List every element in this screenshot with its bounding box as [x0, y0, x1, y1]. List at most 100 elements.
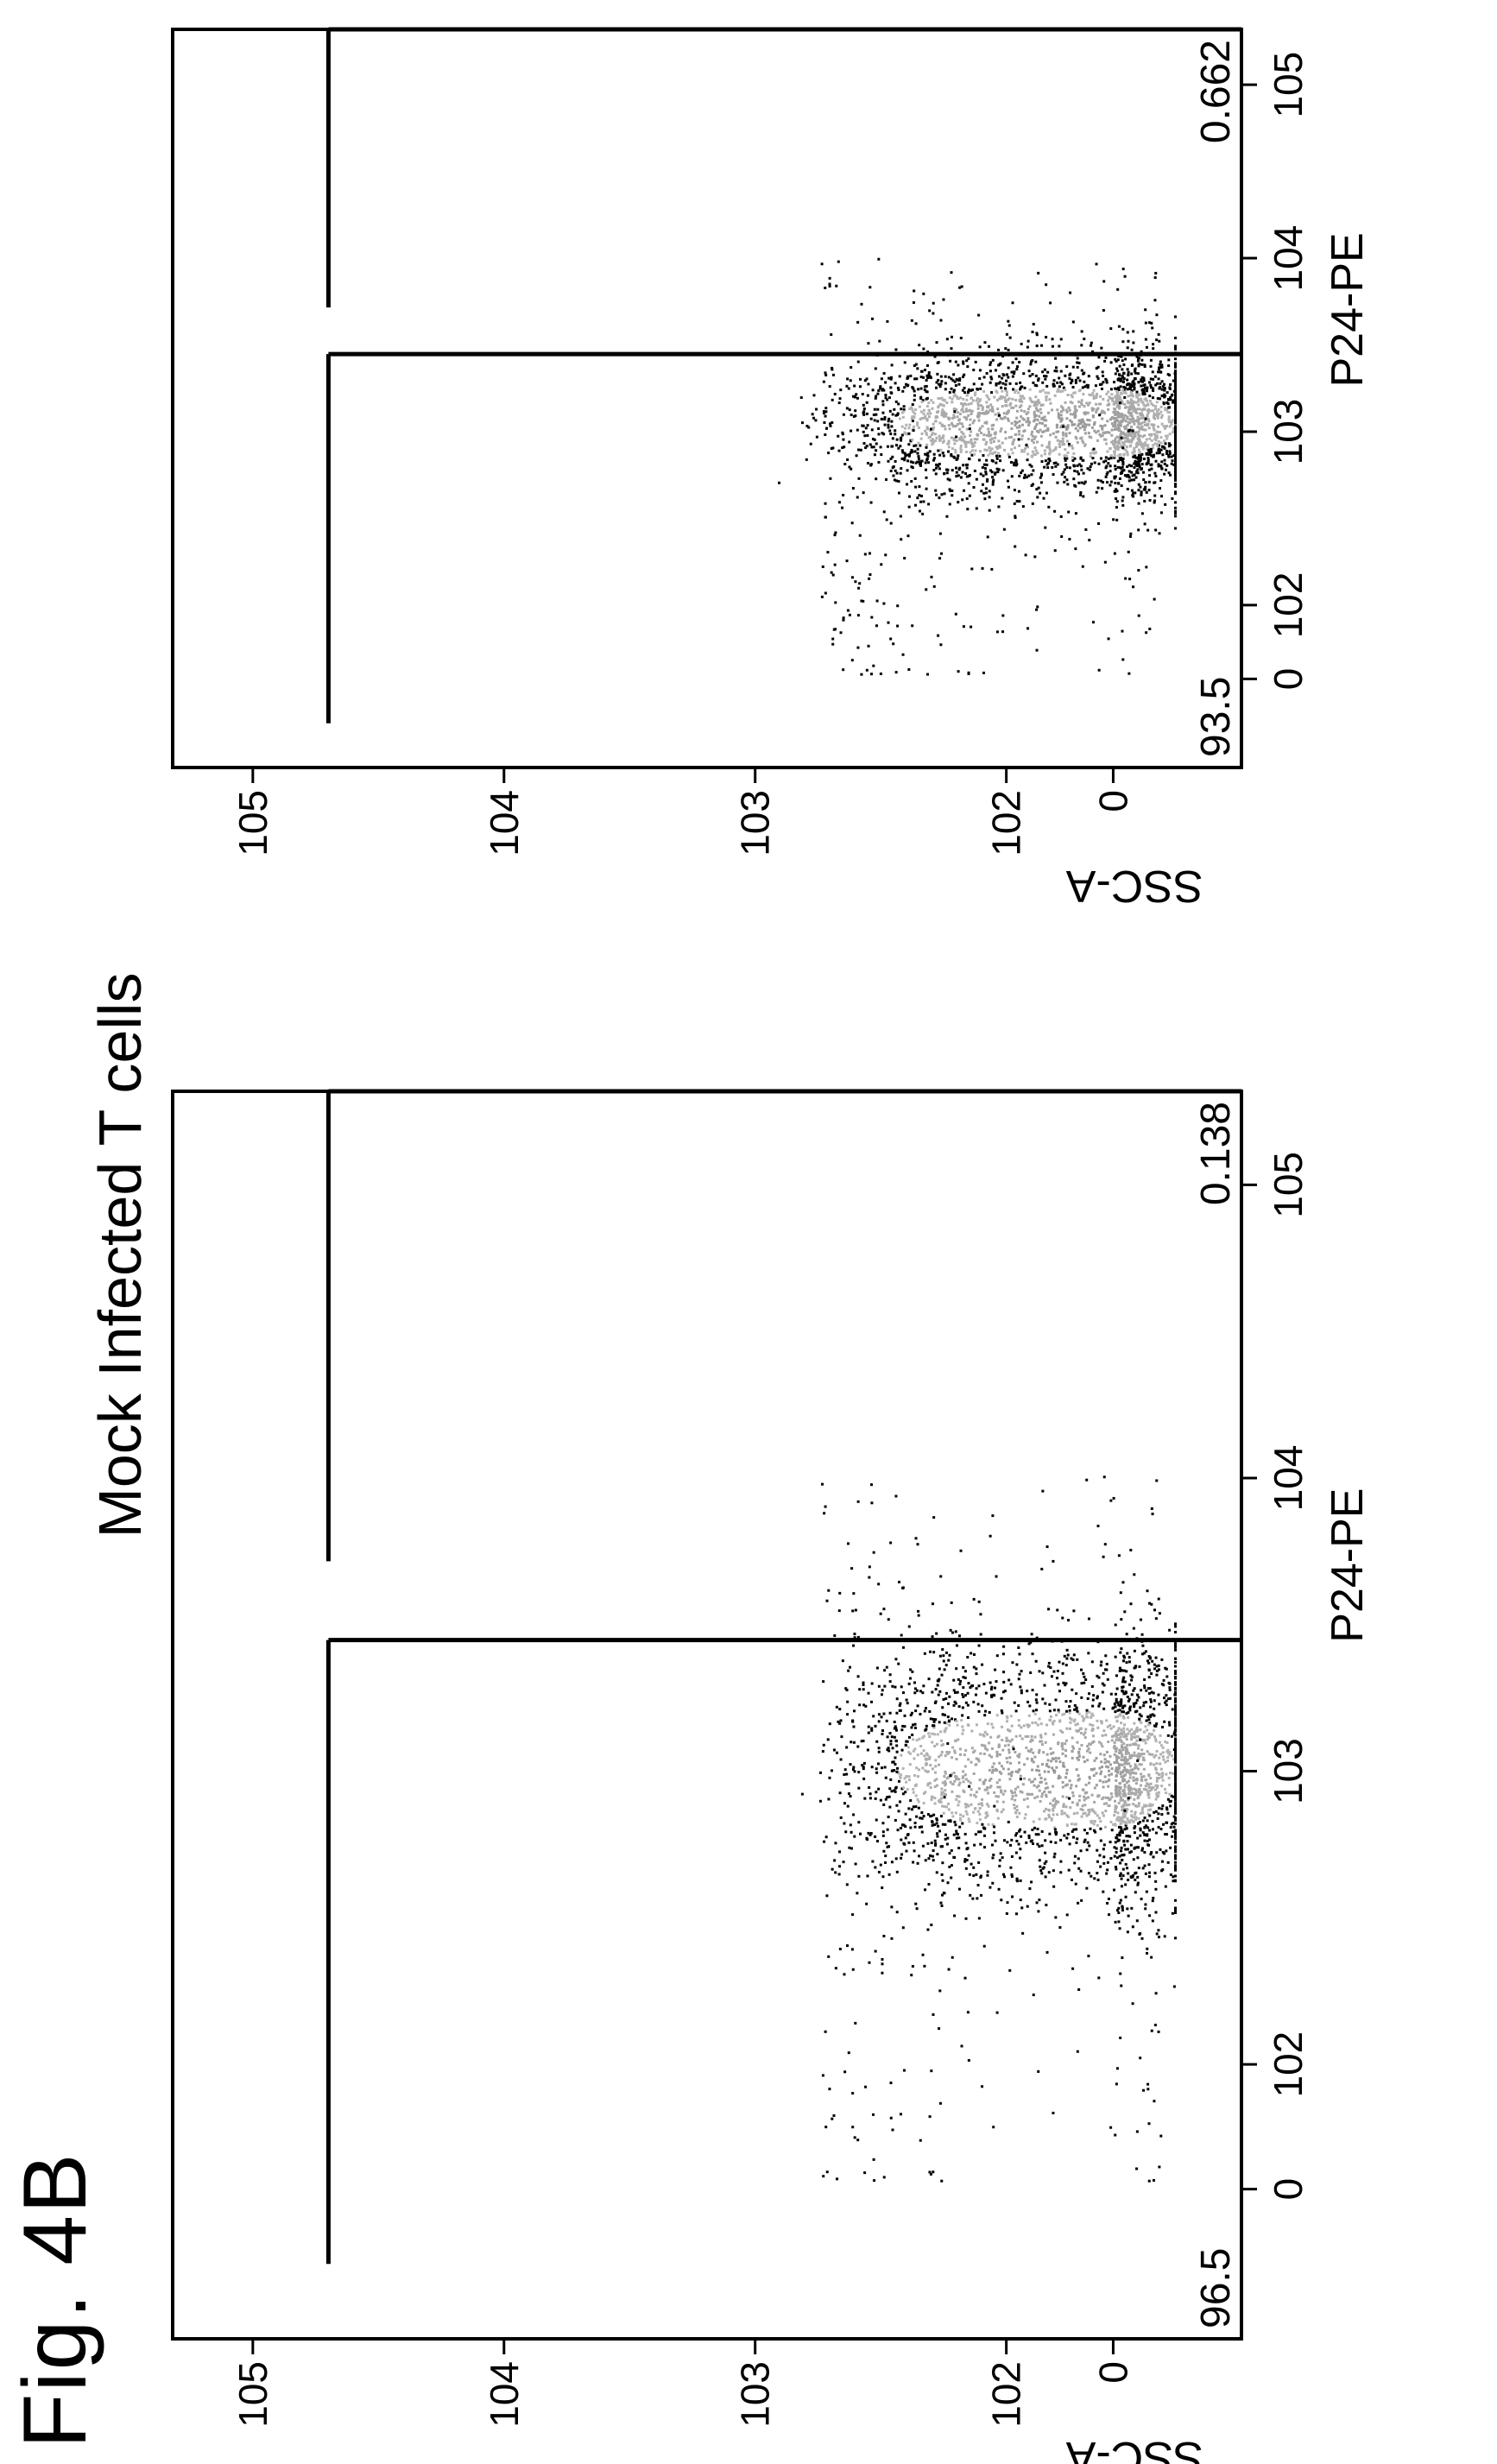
event-dot: [1136, 1767, 1140, 1771]
event-dot: [984, 487, 988, 490]
event-dot: [1153, 494, 1157, 497]
event-dot: [991, 1856, 995, 1860]
event-dot: [1075, 1841, 1078, 1844]
event-dot: [1126, 1695, 1129, 1698]
event-dot: [920, 1816, 924, 1820]
event-dot: [983, 1846, 987, 1849]
event-dot: [1174, 483, 1178, 486]
event-dot: [862, 1767, 865, 1771]
event-dot: [1159, 441, 1163, 445]
event-dot: [1144, 1650, 1147, 1653]
event-dot: [989, 441, 993, 445]
event-dot: [1122, 1840, 1126, 1843]
event-dot: [913, 1825, 917, 1829]
event-dot: [1174, 405, 1178, 408]
event-dot: [1142, 1739, 1146, 1742]
event-dot: [1015, 1832, 1019, 1835]
event-dot: [998, 1864, 1001, 1867]
event-dot: [1034, 1721, 1038, 1724]
event-dot: [821, 1750, 824, 1753]
event-dot: [914, 322, 918, 325]
event-dot: [1157, 377, 1160, 381]
event-dot: [1045, 1545, 1049, 1549]
event-dot: [1005, 404, 1008, 408]
event-dot: [1158, 1806, 1161, 1810]
event-dot: [961, 1732, 964, 1735]
event-dot: [1140, 1898, 1143, 1901]
event-dot: [989, 438, 992, 441]
event-dot: [1038, 1748, 1041, 1752]
event-dot: [959, 1549, 963, 1552]
event-dot: [939, 1575, 943, 1578]
event-dot: [963, 489, 966, 492]
event-dot: [957, 1634, 961, 1638]
event-dot: [1139, 1784, 1142, 1787]
event-dot: [1174, 1625, 1178, 1628]
event-dot: [937, 1693, 940, 1696]
event-dot: [1007, 376, 1010, 379]
event-dot: [888, 409, 892, 413]
event-dot: [1039, 390, 1042, 394]
event-dot: [1133, 1797, 1136, 1801]
event-dot: [1103, 1758, 1107, 1761]
event-dot: [957, 454, 960, 458]
event-dot: [1146, 403, 1150, 407]
event-dot: [869, 1483, 873, 1487]
event-dot: [1143, 1839, 1146, 1842]
event-dot: [1125, 1661, 1128, 1665]
event-dot: [829, 477, 832, 480]
event-dot: [940, 423, 944, 426]
event-dot: [1174, 1909, 1178, 1912]
event-dot: [895, 1770, 899, 1773]
event-dot: [1123, 1843, 1127, 1847]
event-dot: [849, 1823, 852, 1827]
event-dot: [1055, 1677, 1058, 1680]
event-dot: [856, 1892, 859, 1895]
event-dot: [1169, 382, 1172, 386]
event-dot: [1083, 413, 1087, 416]
event-dot: [1015, 426, 1019, 429]
event-dot: [1152, 377, 1155, 381]
event-dot: [1153, 471, 1157, 475]
event-dot: [845, 1772, 849, 1776]
event-dot: [1133, 1703, 1136, 1707]
event-dot: [1137, 502, 1140, 505]
event-dot: [984, 470, 988, 473]
event-dot: [1104, 459, 1108, 463]
event-dot: [1071, 444, 1074, 447]
event-dot: [1142, 1767, 1146, 1771]
event-dot: [929, 2172, 932, 2176]
event-dot: [1156, 425, 1159, 428]
event-dot: [877, 1870, 881, 1873]
event-dot: [900, 425, 904, 428]
event-dot: [1011, 361, 1014, 364]
event-dot: [981, 1804, 984, 1807]
event-dot: [1167, 1777, 1171, 1780]
event-dot: [913, 1747, 917, 1751]
event-dot: [1118, 1709, 1121, 1712]
event-dot: [977, 458, 981, 462]
event-dot: [972, 1652, 976, 1656]
event-dot: [927, 502, 931, 506]
event-dot: [1071, 385, 1075, 389]
event-dot: [1124, 1811, 1127, 1815]
event-dot: [913, 1773, 917, 1777]
event-dot: [1002, 448, 1006, 452]
event-dot: [979, 1752, 982, 1755]
event-dot: [1174, 1906, 1178, 1910]
event-dot: [1029, 1840, 1033, 1843]
event-dot: [988, 446, 991, 450]
event-dot: [928, 450, 932, 453]
event-dot: [1076, 1709, 1079, 1713]
event-dot: [1009, 1715, 1013, 1718]
event-dot: [1100, 1770, 1103, 1773]
event-dot: [1076, 464, 1079, 467]
event-dot: [970, 1729, 974, 1733]
event-dot: [1001, 1767, 1005, 1771]
event-dot: [1065, 1772, 1069, 1775]
event-dot: [1165, 468, 1168, 471]
event-dot: [1138, 1933, 1141, 1936]
event-dot: [978, 1818, 982, 1822]
event-dot: [1174, 1803, 1178, 1806]
event-dot: [927, 1857, 931, 1861]
